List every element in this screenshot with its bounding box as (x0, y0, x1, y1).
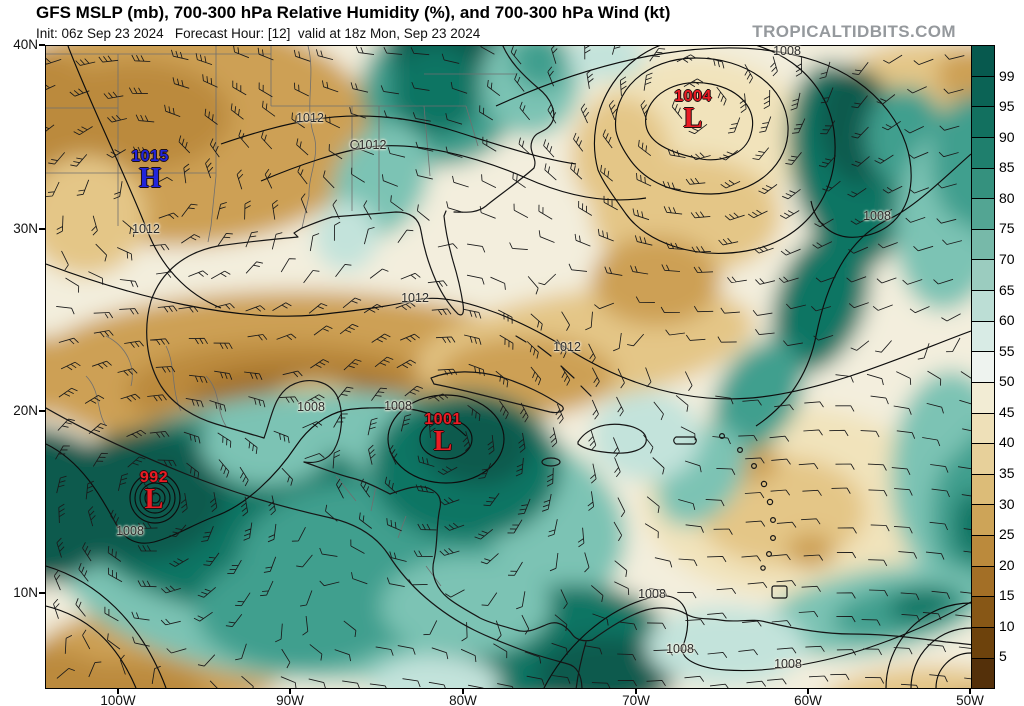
colorbar-cell (972, 198, 994, 229)
lon-label: 100W (100, 693, 136, 706)
colorbar-tick-label: 99 (999, 67, 1015, 84)
colorbar-tick-label: 65 (999, 281, 1015, 298)
colorbar-tick-label: 50 (999, 373, 1015, 390)
colorbar-tick-label: 30 (999, 495, 1015, 512)
lon-tick (969, 688, 971, 694)
lat-label: 40N (13, 37, 38, 52)
map-canvas (45, 45, 972, 689)
colorbar-tick-label: 70 (999, 251, 1015, 267)
colorbar-cell (972, 473, 994, 505)
colorbar-tick-labels: 99 95 90 85 80 75 70 65 60 55 50 45 40 35 30 25 20 15 10 5 (999, 45, 1024, 687)
colorbar-cell (972, 351, 994, 382)
colorbar-cell (972, 596, 994, 627)
colorbar-cell (972, 320, 994, 352)
colorbar-cell (972, 504, 994, 535)
colorbar-tick-label: 25 (999, 526, 1015, 543)
lat-label: 30N (13, 221, 38, 236)
colorbar-tick-label: 35 (999, 465, 1015, 481)
colorbar-tick-label: 5 (999, 648, 1007, 665)
colorbar-cell (972, 75, 994, 107)
colorbar-tick-label: 80 (999, 189, 1015, 206)
colorbar-cell (972, 443, 994, 474)
humidity-shading (46, 46, 971, 688)
colorbar-tick-label: 20 (999, 556, 1015, 573)
lon-tick (462, 688, 464, 694)
colorbar-cell (972, 535, 994, 566)
colorbar-cell (972, 136, 994, 168)
page-title: GFS MSLP (mb), 700-300 hPa Relative Humi… (36, 3, 671, 22)
lon-label: 50W (956, 693, 984, 706)
colorbar-tick-label: 90 (999, 128, 1015, 145)
colorbar-cell (972, 259, 994, 290)
relative-humidity-map (46, 46, 971, 688)
colorbar-tick-label: 15 (999, 587, 1015, 604)
colorbar-tick-label: 75 (999, 220, 1015, 237)
colorbar-tick-label: 10 (999, 617, 1015, 634)
lat-label: 10N (13, 585, 38, 600)
colorbar-tick-label: 85 (999, 159, 1015, 176)
colorbar-cell (972, 106, 994, 137)
lon-label: 60W (794, 693, 822, 706)
wind-barb-glyphs (46, 46, 971, 688)
colorbar-tick-label: 40 (999, 434, 1015, 451)
state-borders (46, 46, 516, 587)
lon-label: 70W (622, 693, 650, 706)
lon-tick (807, 688, 809, 694)
colorbar-tick-label: 45 (999, 403, 1015, 420)
init-forecast-line: Init: 06z Sep 23 2024 Forecast Hour: [12… (36, 26, 481, 41)
lat-label: 20N (13, 403, 38, 418)
lon-label: 80W (449, 693, 477, 706)
lon-tick (289, 688, 291, 694)
wind-barbs (46, 46, 971, 688)
tropicaltidbits-watermark: TROPICALTIDBITS.COM (752, 22, 956, 41)
colorbar-cell (972, 290, 994, 321)
colorbar (971, 45, 995, 689)
colorbar-cell (972, 46, 994, 76)
colorbar-cell (972, 626, 994, 658)
lat-tick (39, 592, 45, 594)
colorbar-tick-label: 55 (999, 342, 1015, 359)
lon-tick (635, 688, 637, 694)
lon-tick (117, 688, 119, 694)
colorbar-tick-label: 95 (999, 98, 1015, 115)
colorbar-cell (972, 167, 994, 199)
colorbar-cell (972, 412, 994, 444)
lat-tick (39, 228, 45, 230)
lat-tick (39, 44, 45, 46)
colorbar-tick-label: 60 (999, 312, 1015, 329)
colorbar-cell (972, 565, 994, 597)
colorbar-cell (972, 657, 994, 689)
colorbar-cell (972, 228, 994, 260)
lon-label: 90W (276, 693, 304, 706)
colorbar-cell (972, 381, 994, 413)
lat-tick (39, 410, 45, 412)
isobar-contours (46, 46, 971, 688)
